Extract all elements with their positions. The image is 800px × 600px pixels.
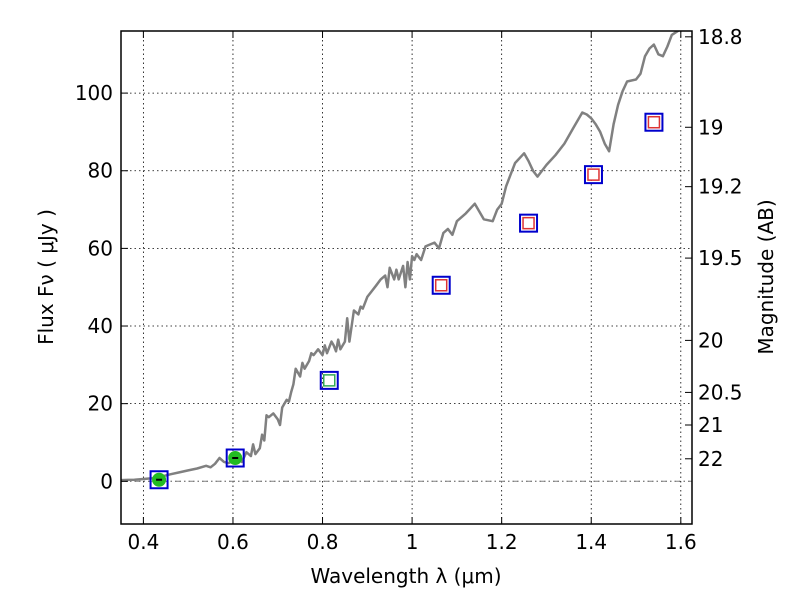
observed-marker bbox=[583, 165, 603, 185]
model-marker bbox=[434, 279, 448, 292]
observed-marker bbox=[644, 112, 664, 132]
observed-marker bbox=[149, 470, 169, 490]
model-marker bbox=[647, 115, 661, 129]
x-tick-label: 0.8 bbox=[307, 530, 339, 554]
observed-marker bbox=[519, 213, 539, 233]
plot-frame bbox=[120, 30, 693, 525]
x-tick-label: 1 bbox=[406, 530, 419, 554]
data-layer bbox=[121, 31, 692, 482]
y-tick-label: 60 bbox=[88, 236, 113, 260]
y2-tick-label: 20 bbox=[698, 328, 723, 352]
model-marker bbox=[522, 216, 535, 230]
y2-tick-label: 19.5 bbox=[698, 246, 743, 270]
observed-marker bbox=[431, 275, 451, 295]
observed-marker bbox=[225, 448, 245, 468]
y2-tick-label: 20.5 bbox=[698, 380, 743, 404]
grid-lines bbox=[121, 31, 692, 524]
model-marker bbox=[322, 374, 336, 387]
y-tick-label: 40 bbox=[88, 314, 113, 338]
y2-tick-label: 19.2 bbox=[698, 175, 743, 199]
x-tick-label: 0.4 bbox=[127, 530, 159, 554]
y-tick-label: 80 bbox=[88, 159, 113, 183]
y2-axis-label: Magnitude (AB) bbox=[754, 199, 778, 354]
y-tick-label: 20 bbox=[88, 392, 113, 416]
y-axis-label: Flux Fν ( μJy ) bbox=[34, 209, 58, 345]
y-tick-label: 0 bbox=[100, 469, 113, 493]
y2-tick-label: 18.8 bbox=[698, 25, 743, 49]
x-tick-label: 0.6 bbox=[217, 530, 249, 554]
y2-tick-label: 21 bbox=[698, 413, 723, 437]
x-tick-label: 1.6 bbox=[665, 530, 697, 554]
model-marker bbox=[587, 168, 600, 181]
x-axis-label: Wavelength λ (μm) bbox=[310, 564, 501, 588]
x-tick-label: 1.4 bbox=[575, 530, 607, 554]
y-tick-label: 100 bbox=[75, 81, 113, 105]
y2-tick-label: 19 bbox=[698, 115, 723, 139]
spectrum-line bbox=[121, 31, 681, 482]
x-tick-label: 1.2 bbox=[486, 530, 518, 554]
observed-marker bbox=[319, 370, 339, 390]
axis-ticks: 0.4 0.6 0.8 1 1.2 1.4 1.6 0 20 40 60 80 100 18.8 19 19.… bbox=[75, 25, 743, 554]
y2-tick-label: 22 bbox=[698, 447, 723, 471]
